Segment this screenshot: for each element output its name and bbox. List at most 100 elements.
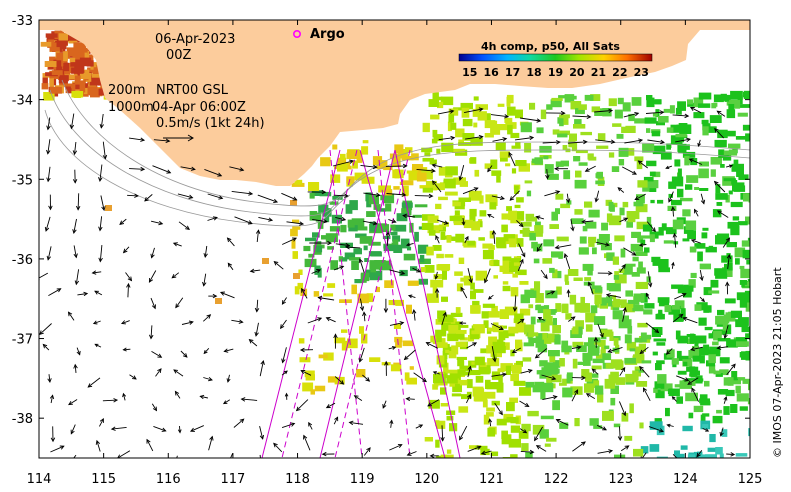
scale-label: 0.5m/s (1kt 24h) (156, 116, 265, 131)
sst-pixel (654, 381, 665, 389)
sst-pixel (447, 333, 459, 342)
current-arrow (286, 221, 305, 226)
current-arrow (281, 347, 287, 364)
sst-pixel (698, 103, 711, 108)
sst-pixel (527, 410, 539, 417)
sst-pixel (524, 324, 535, 335)
current-arrow (385, 231, 391, 246)
current-arrow (335, 216, 347, 222)
sst-pixel (543, 239, 555, 247)
sst-pixel (495, 142, 506, 151)
current-arrow (596, 424, 607, 431)
current-arrow (300, 370, 312, 376)
current-arrow (491, 346, 497, 363)
sst-pixel (539, 145, 552, 153)
sst-pixel (749, 346, 750, 351)
sst-pixel (93, 67, 102, 76)
sst-pixel (349, 200, 358, 211)
current-arrow (487, 165, 493, 173)
current-arrow (623, 247, 637, 256)
sst-pixel (497, 103, 505, 107)
y-tick-label: -34 (12, 94, 33, 109)
sst-pixel (572, 358, 578, 369)
current-arrow (389, 321, 405, 326)
sst-pixel (508, 210, 517, 221)
sst-pixel (514, 185, 519, 194)
sst-pixel (632, 256, 639, 262)
sst-pixel (728, 190, 733, 195)
sst-pixel (552, 129, 560, 135)
sst-pixel (656, 360, 665, 365)
sst-pixel (682, 425, 693, 432)
sst-pixel (372, 156, 383, 166)
sst-pixel (572, 95, 577, 100)
sst-pixel (590, 305, 598, 314)
sst-pixel (470, 137, 483, 146)
sst-pixel (506, 94, 514, 104)
current-arrow (152, 165, 172, 174)
current-arrow (465, 134, 484, 140)
sst-pixel (445, 349, 450, 353)
current-arrow (645, 322, 660, 334)
sst-pixel (293, 273, 300, 279)
current-arrow (716, 210, 729, 218)
sst-pixel (432, 287, 437, 296)
current-arrow (358, 347, 365, 363)
current-arrow (74, 269, 80, 286)
sst-pixel (462, 242, 468, 247)
sst-pixel (412, 164, 424, 170)
sst-pixel (726, 339, 738, 348)
sst-pixel (547, 173, 559, 180)
sst-pixel (488, 245, 495, 250)
sst-pixel (616, 133, 624, 139)
sst-pixel (573, 277, 583, 281)
sst-pixel (457, 369, 466, 376)
current-arrow (435, 235, 440, 244)
sst-pixel (574, 209, 583, 215)
sst-pixel (311, 183, 318, 191)
sst-pixel (575, 320, 584, 330)
sst-pixel (426, 246, 434, 256)
sst-pixel (703, 344, 710, 352)
sst-pixel (634, 156, 644, 162)
sst-pixel (501, 434, 512, 445)
sst-pixel (487, 427, 496, 437)
sst-pixel (675, 133, 687, 138)
sst-pixel (389, 153, 399, 160)
sst-pixel (460, 277, 471, 282)
colorbar-tick-label: 19 (548, 66, 563, 79)
hour-label: 00Z (166, 48, 192, 63)
sst-pixel (668, 193, 673, 198)
colorbar-title: 4h comp, p50, All Sats (481, 40, 620, 53)
sst-pixel (730, 225, 740, 236)
current-arrow (713, 180, 726, 193)
sst-pixel (629, 403, 634, 414)
sst-pixel (636, 194, 645, 204)
sst-pixel (327, 376, 336, 383)
sst-pixel (547, 333, 555, 339)
sst-pixel (684, 144, 690, 150)
y-axis-ticks: -33 -34 -35 -36 -37 -38 (12, 14, 750, 427)
current-arrow (153, 138, 171, 144)
sst-pixel (474, 169, 480, 177)
sst-pixel (610, 385, 619, 394)
current-arrow (333, 265, 345, 271)
sst-pixel (559, 382, 567, 386)
sst-pixel (739, 298, 750, 308)
sst-pixel (364, 258, 369, 262)
sst-pixel (574, 418, 580, 427)
sst-pixel (462, 118, 473, 127)
sst-pixel (658, 300, 670, 307)
sst-pixel (653, 338, 667, 342)
sst-pixel (588, 337, 601, 343)
current-arrow (181, 320, 194, 325)
current-arrow (645, 110, 665, 115)
sst-pixel (515, 142, 521, 149)
sst-pixel (366, 197, 372, 208)
sst-pixel (594, 385, 604, 395)
sst-pixel (730, 201, 743, 208)
sst-pixel (631, 231, 641, 238)
sst-pixel (627, 325, 633, 334)
current-arrow (438, 135, 456, 141)
sst-pixel (566, 372, 573, 381)
